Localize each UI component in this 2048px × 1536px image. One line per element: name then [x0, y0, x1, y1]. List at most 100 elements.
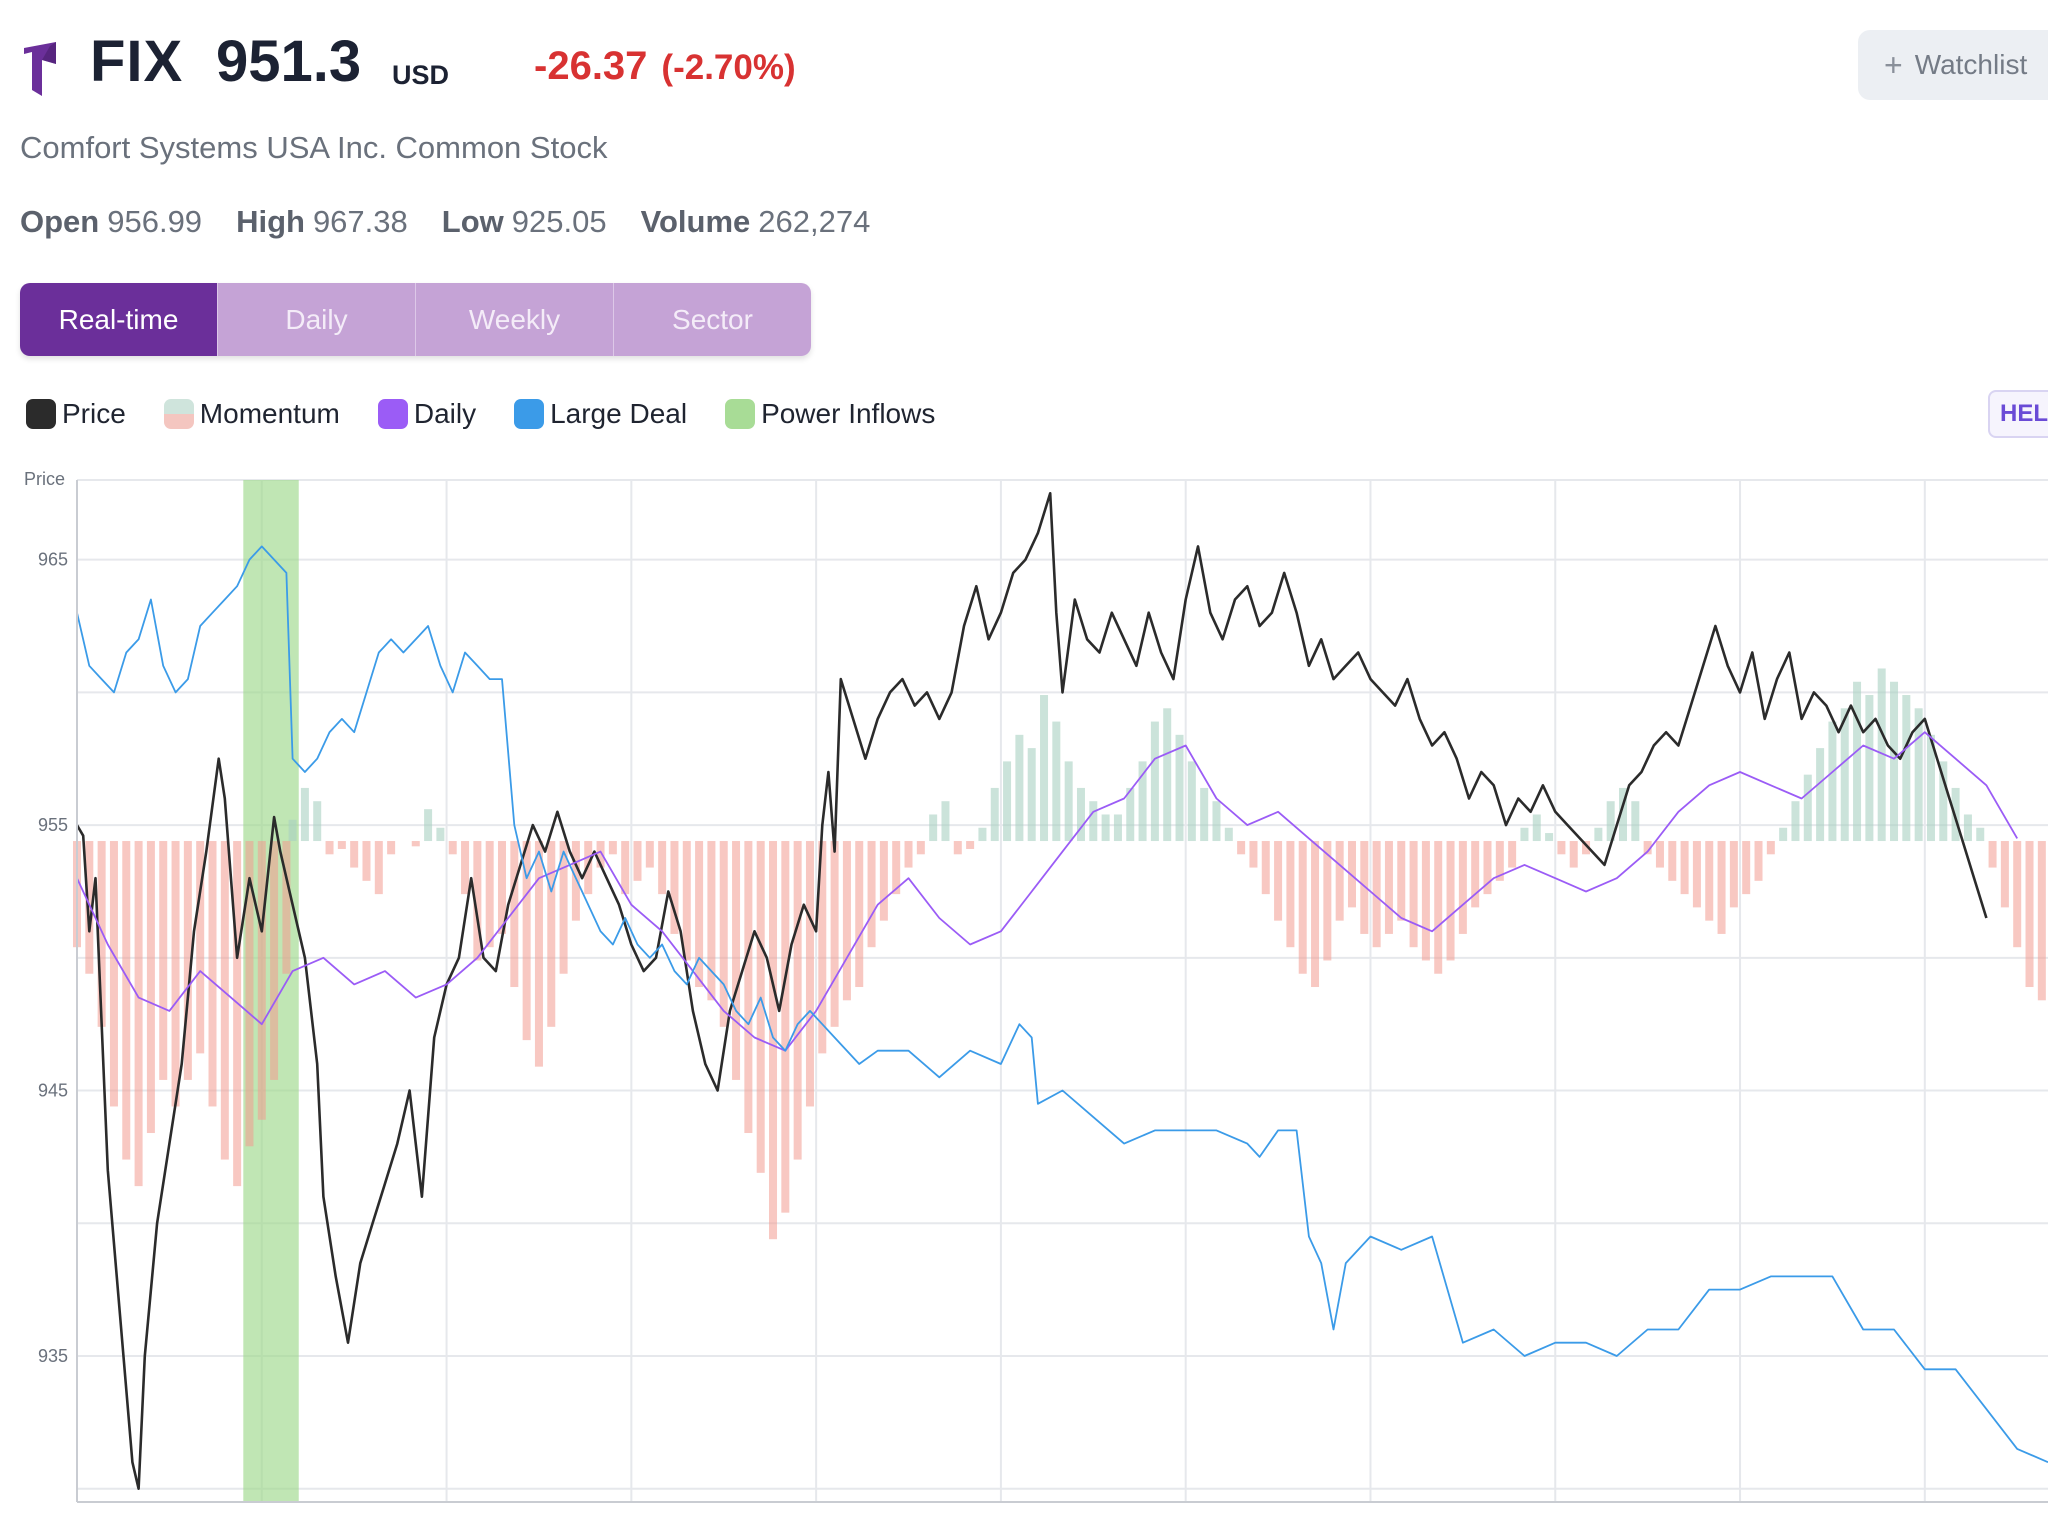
momentum-bar-positive — [1779, 827, 1788, 842]
watchlist-button[interactable]: + Watchlist — [1858, 30, 2048, 100]
momentum-bar-negative — [282, 841, 291, 974]
momentum-bar-negative — [1569, 841, 1578, 868]
tab-sector[interactable]: Sector — [613, 283, 811, 356]
momentum-bar-negative — [1717, 841, 1726, 934]
momentum-bar-positive — [300, 787, 309, 842]
momentum-bar-negative — [220, 841, 229, 1160]
momentum-bar-negative — [719, 841, 728, 1027]
legend-label: Power Inflows — [761, 398, 936, 429]
momentum-bar-positive — [1926, 734, 1935, 842]
momentum-bar-positive — [1015, 734, 1024, 842]
momentum-bar-negative — [1668, 841, 1677, 881]
legend-item-large-deal[interactable]: Large Deal — [514, 398, 687, 430]
momentum-bar-positive — [436, 827, 445, 842]
momentum-bar-negative — [904, 841, 913, 868]
momentum-bar-negative — [485, 841, 494, 948]
momentum-bar-negative — [571, 841, 580, 921]
momentum-bar-positive — [1040, 695, 1049, 842]
tab-weekly[interactable]: Weekly — [415, 283, 613, 356]
momentum-bar-negative — [1335, 841, 1344, 921]
momentum-bar-negative — [362, 841, 371, 881]
legend-swatch — [377, 399, 408, 429]
momentum-bar-positive — [1963, 814, 1972, 842]
momentum-bar-negative — [842, 841, 851, 1001]
momentum-bar-positive — [990, 787, 999, 842]
momentum-bar-negative — [350, 841, 359, 868]
currency-label: USD — [392, 60, 450, 90]
momentum-bar-positive — [1224, 827, 1233, 842]
price-change: -26.37 (-2.70%) — [534, 44, 796, 89]
momentum-bar-negative — [879, 841, 888, 921]
momentum-bar-negative — [1988, 841, 1997, 868]
momentum-bar-positive — [1200, 787, 1209, 842]
momentum-bar-negative — [670, 841, 679, 934]
stat-high: High 967.38 — [236, 204, 408, 239]
momentum-bar-negative — [159, 841, 168, 1080]
momentum-bar-negative — [1557, 841, 1566, 855]
momentum-bar-positive — [1828, 721, 1837, 842]
momentum-bar-negative — [171, 841, 180, 1107]
tab-daily[interactable]: Daily — [217, 283, 415, 356]
momentum-bar-negative — [510, 841, 519, 988]
momentum-bar-negative — [1298, 841, 1307, 974]
watchlist-label: Watchlist — [1914, 49, 2028, 80]
momentum-bar-positive — [1163, 708, 1172, 842]
momentum-bar-negative — [658, 841, 667, 895]
legend-label: Daily — [413, 398, 477, 429]
legend-label: Large Deal — [550, 398, 688, 429]
momentum-bar-negative — [1508, 841, 1517, 868]
momentum-bar-negative — [682, 841, 691, 961]
legend-item-daily[interactable]: Daily — [377, 398, 477, 430]
momentum-bar-negative — [1261, 841, 1270, 895]
momentum-bar-negative — [633, 841, 642, 881]
momentum-bar-negative — [1742, 841, 1751, 895]
momentum-bar-negative — [245, 841, 254, 1147]
legend-item-price[interactable]: Price — [26, 398, 126, 430]
momentum-bar-positive — [1138, 761, 1147, 842]
momentum-bar-negative — [818, 841, 827, 1054]
stat-low: Low 925.05 — [441, 204, 607, 239]
momentum-bar-negative — [1692, 841, 1701, 908]
momentum-bar-negative — [732, 841, 741, 1080]
legend-swatch — [26, 399, 56, 429]
legend-item-momentum[interactable]: Momentum — [163, 398, 340, 430]
momentum-bar-negative — [793, 841, 802, 1160]
momentum-bar-negative — [781, 841, 790, 1213]
momentum-bar-negative — [756, 841, 765, 1173]
momentum-bar-negative — [534, 841, 543, 1067]
momentum-bar-positive — [1003, 761, 1012, 842]
momentum-bar-negative — [122, 841, 131, 1160]
momentum-bar-negative — [1409, 841, 1418, 948]
momentum-bar-positive — [941, 801, 950, 842]
legend-item-power-inflows[interactable]: Power Inflows — [725, 398, 935, 430]
momentum-bar-positive — [1052, 721, 1061, 842]
y-tick-label: 945 — [38, 1081, 68, 1101]
momentum-bar-positive — [1594, 827, 1603, 842]
chart-legend: Price Momentum Daily Large Deal Power In… — [26, 398, 973, 430]
momentum-bar-negative — [208, 841, 217, 1107]
momentum-bar-positive — [1064, 761, 1073, 842]
momentum-bar-negative — [1766, 841, 1775, 855]
momentum-bar-negative — [233, 841, 242, 1187]
momentum-bar-positive — [1187, 761, 1196, 842]
momentum-bar-negative — [1237, 841, 1246, 855]
momentum-bar-negative — [867, 841, 876, 948]
tab-real-time[interactable]: Real-time — [20, 283, 217, 356]
momentum-bar-negative — [1495, 841, 1504, 881]
momentum-bar-negative — [2013, 841, 2022, 948]
momentum-bar-negative — [1643, 841, 1652, 855]
series-line-daily — [76, 731, 2018, 1052]
momentum-bar-negative — [2037, 841, 2046, 1001]
momentum-bar-negative — [257, 841, 266, 1120]
momentum-bar-positive — [1890, 681, 1899, 842]
momentum-bar-negative — [645, 841, 654, 868]
momentum-bar-negative — [596, 841, 605, 868]
momentum-bar-negative — [109, 841, 118, 1107]
momentum-bar-positive — [1976, 827, 1985, 842]
momentum-bar-positive — [1175, 734, 1184, 842]
momentum-bar-positive — [313, 801, 322, 842]
momentum-bar-negative — [325, 841, 334, 855]
momentum-bar-negative — [1434, 841, 1443, 974]
